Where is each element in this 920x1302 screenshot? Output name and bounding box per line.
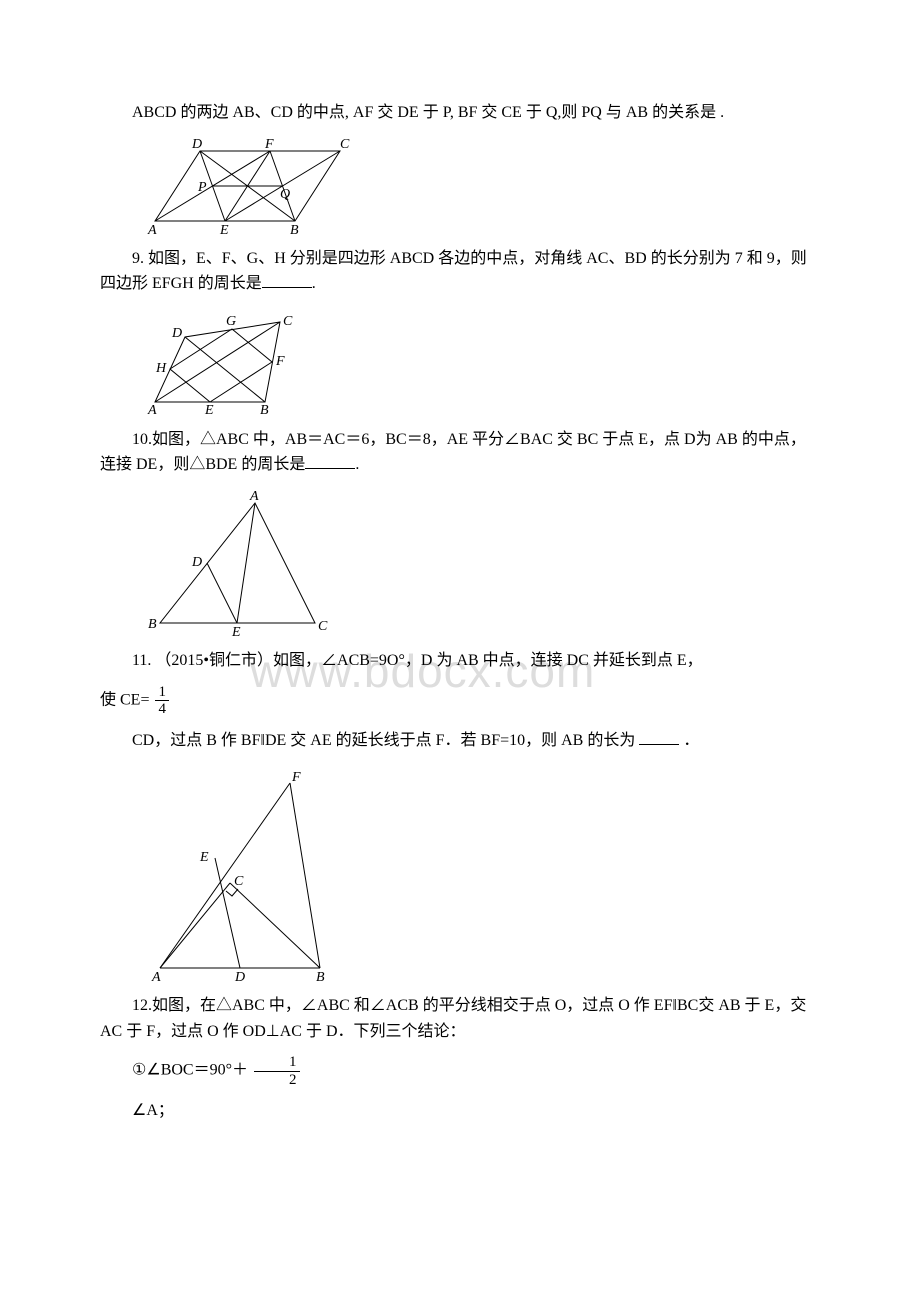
q11-line2: CD，过点 B 作 BF‖DE 交 AE 的延长线于点 F．若 BF=10，则 … bbox=[100, 728, 820, 754]
q8-label-D: D bbox=[191, 137, 202, 152]
q8-label-C: C bbox=[340, 137, 350, 152]
q12-conc1: ①∠BOC＝90°＋ 1 2 bbox=[100, 1054, 820, 1088]
q9-text: 9. 如图，E、F、G、H 分别是四边形 ABCD 各边的中点，对角线 AC、B… bbox=[100, 246, 820, 297]
q9-figure: A E B C D F G H bbox=[140, 307, 820, 417]
q10-label-A: A bbox=[249, 489, 259, 504]
q10-text: 10.如图，△ABC 中，AB＝AC＝6，BC＝8，AE 平分∠BAC 交 BC… bbox=[100, 427, 820, 478]
q10-label-C: C bbox=[318, 619, 328, 634]
q10-label-E: E bbox=[231, 625, 241, 638]
q12-frac: 1 2 bbox=[254, 1054, 300, 1088]
q11-label-F: F bbox=[291, 770, 301, 785]
q11-label-A: A bbox=[151, 970, 161, 983]
q8-label-A: A bbox=[147, 223, 157, 236]
q11-label-C: C bbox=[234, 874, 244, 889]
q8-label-Q: Q bbox=[280, 187, 290, 202]
q12-frac-num: 1 bbox=[254, 1054, 300, 1072]
q11-frac-den: 4 bbox=[155, 701, 169, 718]
q10-text-span: 10.如图，△ABC 中，AB＝AC＝6，BC＝8，AE 平分∠BAC 交 BC… bbox=[100, 431, 806, 474]
q11-frac: 1 4 bbox=[155, 684, 169, 718]
q12-frac-den: 2 bbox=[254, 1072, 300, 1089]
q10-tail: . bbox=[355, 456, 359, 473]
q8-text: ABCD 的两边 AB、CD 的中点, AF 交 DE 于 P, BF 交 CE… bbox=[100, 100, 820, 126]
q12-conc1b: ∠A； bbox=[100, 1098, 820, 1124]
q9-label-F: F bbox=[275, 354, 285, 369]
q9-label-H: H bbox=[155, 361, 167, 376]
q8-label-P: P bbox=[197, 180, 207, 195]
q10-blank bbox=[305, 452, 355, 469]
q11-tail: ． bbox=[683, 732, 699, 749]
q9-label-B: B bbox=[260, 403, 269, 417]
q9-blank bbox=[262, 271, 312, 288]
q11-line1b: 使 CE= bbox=[100, 691, 149, 708]
q11-label-D: D bbox=[234, 970, 245, 983]
q11-figure: A D B C E F bbox=[140, 763, 820, 983]
q11-line1b-row: 使 CE= 1 4 bbox=[100, 684, 820, 718]
q9-label-D: D bbox=[171, 326, 182, 341]
q10-label-D: D bbox=[191, 555, 202, 570]
q11-line1: 11. （2015•铜仁市）如图，∠ACB=9O°，D 为 AB 中点，连接 D… bbox=[100, 648, 820, 674]
q11-line2-span: CD，过点 B 作 BF‖DE 交 AE 的延长线于点 F．若 BF=10，则 … bbox=[132, 732, 635, 749]
q9-label-C: C bbox=[283, 314, 293, 329]
q9-label-G: G bbox=[226, 314, 236, 329]
q12-text: 12.如图，在△ABC 中，∠ABC 和∠ACB 的平分线相交于点 O，过点 O… bbox=[100, 993, 820, 1044]
q9-tail: . bbox=[312, 275, 316, 292]
q11-label-B: B bbox=[316, 970, 325, 983]
q9-label-E: E bbox=[204, 403, 214, 417]
q8-figure: A E B D F C P Q bbox=[140, 136, 820, 236]
q8-label-E: E bbox=[219, 223, 229, 236]
q12-conc1a: ①∠BOC＝90°＋ bbox=[132, 1062, 248, 1079]
q9-label-A: A bbox=[147, 403, 157, 417]
q9-text-span: 9. 如图，E、F、G、H 分别是四边形 ABCD 各边的中点，对角线 AC、B… bbox=[100, 250, 807, 293]
q11-line1a: 11. （2015•铜仁市）如图，∠ACB=9O°，D 为 AB 中点，连接 D… bbox=[132, 652, 703, 669]
q8-label-B: B bbox=[290, 223, 299, 236]
q11-frac-num: 1 bbox=[155, 684, 169, 702]
q11-label-E: E bbox=[199, 850, 209, 865]
q10-label-B: B bbox=[148, 617, 157, 632]
q11-blank bbox=[639, 728, 679, 745]
q10-figure: A B C D E bbox=[140, 488, 820, 638]
q8-label-F: F bbox=[264, 137, 274, 152]
